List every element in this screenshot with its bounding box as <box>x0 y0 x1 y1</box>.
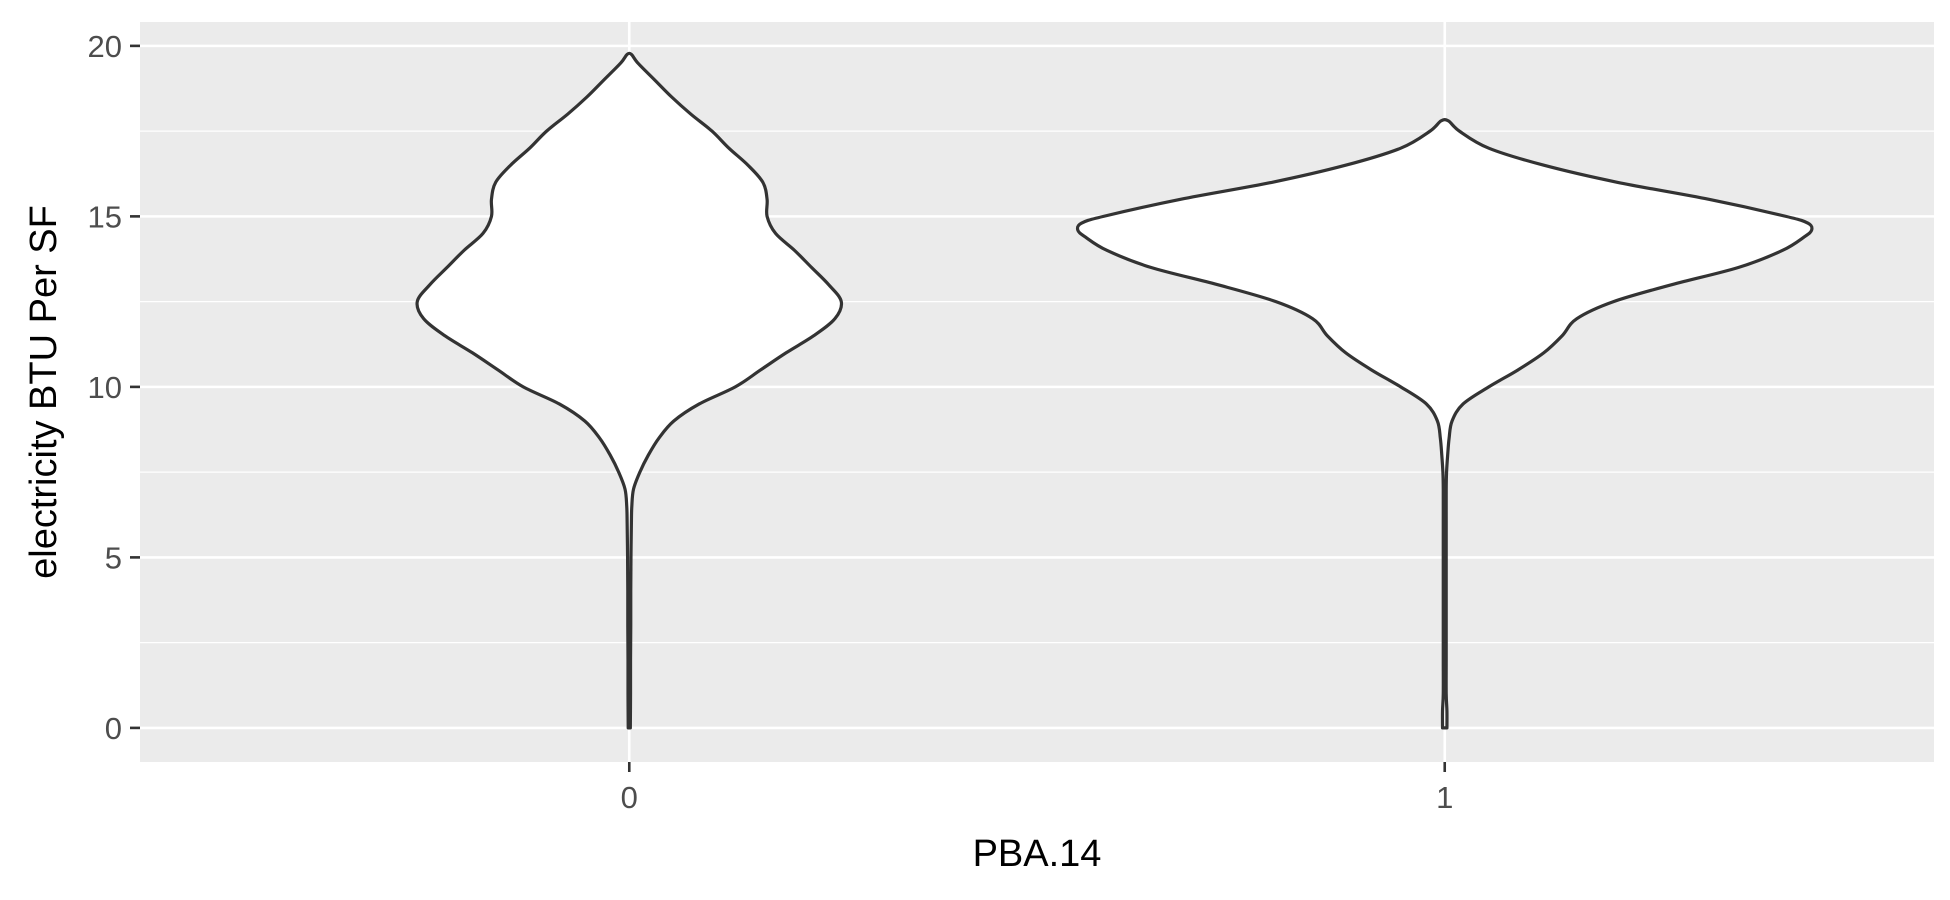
y-tick-label: 15 <box>88 199 122 234</box>
x-tick-label: 1 <box>1436 780 1453 815</box>
violins <box>415 51 1814 730</box>
y-axis-title: electricity BTU Per SF <box>23 205 65 579</box>
x-tick-label: 0 <box>621 780 638 815</box>
violin-1 <box>1075 118 1814 730</box>
y-tick-label: 0 <box>105 711 122 746</box>
plot-panel <box>140 22 1934 762</box>
y-tick-label: 5 <box>105 540 122 575</box>
y-tick-label: 10 <box>88 370 122 405</box>
y-tick-label: 20 <box>88 29 122 64</box>
violin-0 <box>415 51 844 730</box>
axes: 0 5 10 15 20 0 1 <box>88 29 1454 815</box>
x-axis-title: PBA.14 <box>973 833 1102 875</box>
